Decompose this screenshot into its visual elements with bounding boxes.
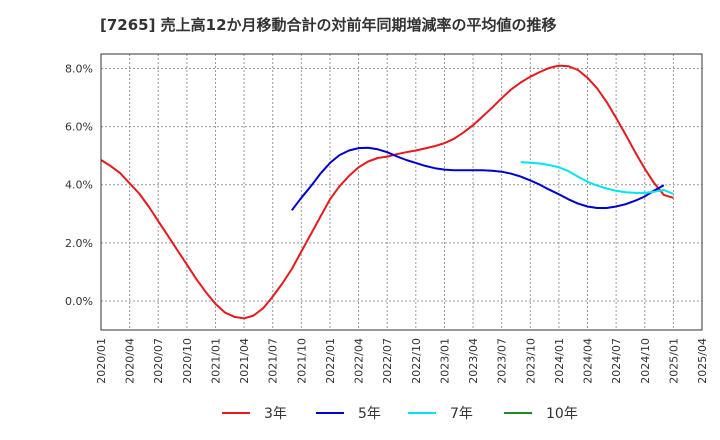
- y-tick-label: 0.0%: [65, 295, 93, 308]
- series-line-7年: [520, 161, 674, 195]
- legend: 3年 5年 7年 10年: [222, 406, 578, 422]
- y-tick-label: 2.0%: [65, 237, 93, 250]
- grid-lines: [100, 54, 703, 330]
- x-tick-label: 2021/04: [238, 338, 251, 384]
- x-tick-label: 2022/07: [381, 338, 394, 384]
- x-tick-label: 2024/07: [610, 338, 623, 384]
- x-tick-label: 2022/04: [353, 338, 366, 384]
- x-tick-label: 2020/01: [95, 338, 108, 384]
- x-tick-label: 2024/04: [582, 338, 595, 384]
- y-axis-ticks: 0.0% 2.0% 4.0% 6.0% 8.0%: [65, 63, 93, 308]
- chart-title: [7265] 売上高12か月移動合計の対前年同期増減率の平均値の推移: [100, 16, 557, 34]
- x-tick-label: 2020/07: [152, 338, 165, 384]
- series-line-3年: [100, 64, 674, 320]
- y-tick-label: 4.0%: [65, 179, 93, 192]
- x-tick-label: 2020/10: [181, 338, 194, 384]
- x-tick-label: 2024/01: [553, 338, 566, 384]
- x-tick-label: 2023/10: [524, 338, 537, 384]
- y-tick-label: 8.0%: [65, 63, 93, 76]
- x-axis-ticks: 2020/01 2020/04 2020/07 2020/10 2021/01 2021/…: [95, 338, 709, 384]
- x-tick-label: 2021/07: [267, 338, 280, 384]
- plot-frame: [100, 53, 703, 331]
- legend-label: 7年: [450, 406, 473, 422]
- x-tick-label: 2021/01: [209, 338, 222, 384]
- x-tick-label: 2023/01: [438, 338, 451, 384]
- y-tick-label: 6.0%: [65, 121, 93, 134]
- legend-label: 5年: [358, 406, 381, 422]
- legend-label: 3年: [264, 406, 287, 422]
- x-tick-label: 2021/10: [295, 338, 308, 384]
- x-tick-label: 2022/01: [324, 338, 337, 384]
- x-tick-label: 2025/01: [667, 338, 680, 384]
- x-tick-label: 2023/07: [496, 338, 509, 384]
- series-line-5年: [291, 146, 665, 211]
- x-tick-label: 2025/04: [696, 338, 709, 384]
- x-tick-label: 2022/10: [410, 338, 423, 384]
- x-tick-label: 2020/04: [124, 338, 137, 384]
- legend-label: 10年: [546, 406, 578, 422]
- series-lines: [100, 64, 674, 320]
- x-tick-label: 2024/10: [639, 338, 652, 384]
- x-tick-label: 2023/04: [467, 338, 480, 384]
